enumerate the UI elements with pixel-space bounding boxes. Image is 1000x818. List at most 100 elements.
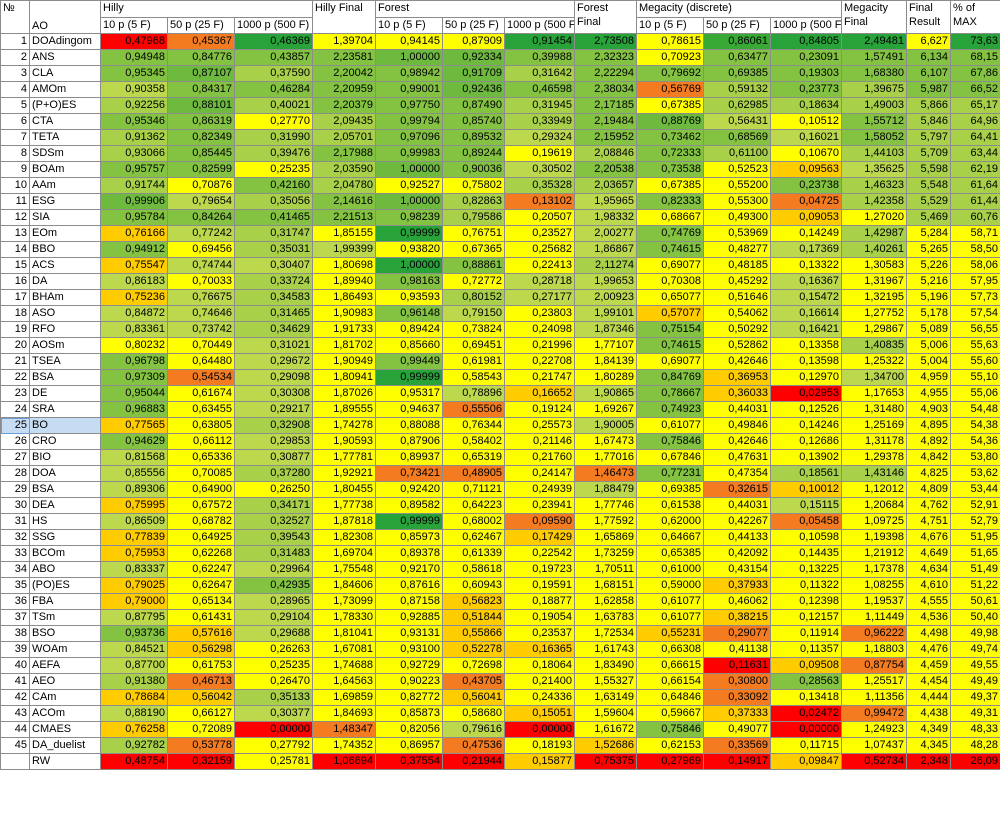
value-cell[interactable]: 1,67081 [312, 641, 376, 658]
value-cell[interactable]: 1,09725 [841, 513, 907, 530]
value-cell[interactable]: 0,43154 [703, 561, 771, 578]
value-cell[interactable]: 0,75236 [100, 289, 168, 306]
value-cell[interactable]: 0,45367 [167, 33, 235, 50]
value-cell[interactable]: 1,78330 [312, 609, 376, 626]
value-cell[interactable]: 0,74615 [636, 241, 704, 258]
value-cell[interactable]: 49,74 [950, 641, 1000, 658]
value-cell[interactable]: 1,90865 [574, 385, 637, 402]
value-cell[interactable]: 0,55866 [442, 625, 505, 642]
value-cell[interactable]: 0,80152 [442, 289, 505, 306]
value-cell[interactable]: 0,00000 [770, 721, 842, 738]
value-cell[interactable]: 0,25682 [504, 241, 575, 258]
algorithm-name-cell[interactable]: WOAm [29, 641, 101, 658]
row-number[interactable]: 10 [0, 177, 30, 194]
value-cell[interactable]: 0,16652 [504, 385, 575, 402]
value-cell[interactable]: 1,87818 [312, 513, 376, 530]
value-cell[interactable]: 0,75802 [442, 177, 505, 194]
value-cell[interactable]: 1,62858 [574, 593, 637, 610]
value-cell[interactable]: 0,78684 [100, 689, 168, 706]
value-cell[interactable]: 5,709 [906, 145, 951, 162]
value-cell[interactable]: 0,92334 [442, 49, 505, 66]
row-number[interactable]: 45 [0, 737, 30, 754]
row-number[interactable]: 36 [0, 593, 30, 610]
value-cell[interactable]: 0,94948 [100, 49, 168, 66]
value-cell[interactable]: 66,52 [950, 81, 1000, 98]
value-cell[interactable]: 1,70511 [574, 561, 637, 578]
value-cell[interactable]: 2,11274 [574, 257, 637, 274]
value-cell[interactable]: 0,58618 [442, 561, 505, 578]
value-cell[interactable]: 1,29867 [841, 321, 907, 338]
value-cell[interactable]: 0,68667 [636, 209, 704, 226]
value-cell[interactable]: 0,35056 [234, 193, 313, 210]
value-cell[interactable]: 64,96 [950, 113, 1000, 130]
value-cell[interactable]: 4,610 [906, 577, 951, 594]
value-cell[interactable]: 0,29217 [234, 401, 313, 418]
value-cell[interactable]: 1,11356 [841, 689, 907, 706]
value-cell[interactable]: 1,65869 [574, 529, 637, 546]
value-cell[interactable]: 0,79654 [167, 193, 235, 210]
value-cell[interactable]: 0,65336 [167, 449, 235, 466]
value-cell[interactable]: 0,18064 [504, 657, 575, 674]
algorithm-name-cell[interactable]: AOSm [29, 337, 101, 354]
value-cell[interactable]: 0,13322 [770, 257, 842, 274]
value-cell[interactable]: 0,61339 [442, 545, 505, 562]
value-cell[interactable]: 2,04780 [312, 177, 376, 194]
value-cell[interactable]: 0,85740 [442, 113, 505, 130]
value-cell[interactable]: 0,66127 [167, 705, 235, 722]
value-cell[interactable]: 0,70033 [167, 273, 235, 290]
header-hilly-50p[interactable]: 50 p (25 F) [167, 17, 235, 34]
value-cell[interactable]: 0,52278 [442, 641, 505, 658]
value-cell[interactable]: 0,98239 [375, 209, 443, 226]
value-cell[interactable]: 0,30377 [234, 705, 313, 722]
value-cell[interactable]: 0,84805 [770, 33, 842, 50]
value-cell[interactable]: 0,93593 [375, 289, 443, 306]
value-cell[interactable]: 0,72089 [167, 721, 235, 738]
value-cell[interactable]: 0,93131 [375, 625, 443, 642]
value-cell[interactable]: 54,36 [950, 433, 1000, 450]
value-cell[interactable]: 5,598 [906, 161, 951, 178]
value-cell[interactable]: 0,79150 [442, 305, 505, 322]
value-cell[interactable]: 0,59000 [636, 577, 704, 594]
value-cell[interactable]: 0,62247 [167, 561, 235, 578]
value-cell[interactable]: 0,12157 [770, 609, 842, 626]
value-cell[interactable]: 0,82349 [167, 129, 235, 146]
value-cell[interactable]: 0,89244 [442, 145, 505, 162]
algorithm-name-cell[interactable]: AEFA [29, 657, 101, 674]
value-cell[interactable]: 0,82599 [167, 161, 235, 178]
value-cell[interactable]: 0,48754 [100, 753, 168, 770]
value-cell[interactable]: 0,98163 [375, 273, 443, 290]
value-cell[interactable]: 54,48 [950, 401, 1000, 418]
value-cell[interactable]: 48,28 [950, 737, 1000, 754]
value-cell[interactable]: 1,74688 [312, 657, 376, 674]
value-cell[interactable]: 0,70308 [636, 273, 704, 290]
value-cell[interactable]: 0,37554 [375, 753, 443, 770]
value-cell[interactable]: 5,987 [906, 81, 951, 98]
value-cell[interactable]: 0,27792 [234, 737, 313, 754]
value-cell[interactable]: 1,77746 [574, 497, 637, 514]
value-cell[interactable]: 2,05701 [312, 129, 376, 146]
value-cell[interactable]: 53,62 [950, 465, 1000, 482]
value-cell[interactable]: 1,27020 [841, 209, 907, 226]
value-cell[interactable]: 1,19537 [841, 593, 907, 610]
algorithm-name-cell[interactable]: CTA [29, 113, 101, 130]
value-cell[interactable]: 0,67385 [636, 177, 704, 194]
value-cell[interactable]: 0,16614 [770, 305, 842, 322]
value-cell[interactable]: 0,89532 [442, 129, 505, 146]
value-cell[interactable]: 0,90358 [100, 81, 168, 98]
header-forest[interactable]: Forest [375, 0, 575, 18]
value-cell[interactable]: 0,76344 [442, 417, 505, 434]
value-cell[interactable]: 0,73421 [375, 465, 443, 482]
value-cell[interactable]: 0,30800 [703, 673, 771, 690]
value-cell[interactable]: 0,55300 [703, 193, 771, 210]
value-cell[interactable]: 0,49077 [703, 721, 771, 738]
value-cell[interactable]: 0,61538 [636, 497, 704, 514]
algorithm-name-cell[interactable]: BOAm [29, 161, 101, 178]
value-cell[interactable]: 0,91454 [504, 33, 575, 50]
value-cell[interactable]: 1,77738 [312, 497, 376, 514]
value-cell[interactable]: 0,09508 [770, 657, 842, 674]
value-cell[interactable]: 0,59132 [703, 81, 771, 98]
value-cell[interactable]: 4,842 [906, 449, 951, 466]
value-cell[interactable]: 1,30583 [841, 257, 907, 274]
value-cell[interactable]: 6,134 [906, 49, 951, 66]
value-cell[interactable]: 0,96222 [841, 625, 907, 642]
